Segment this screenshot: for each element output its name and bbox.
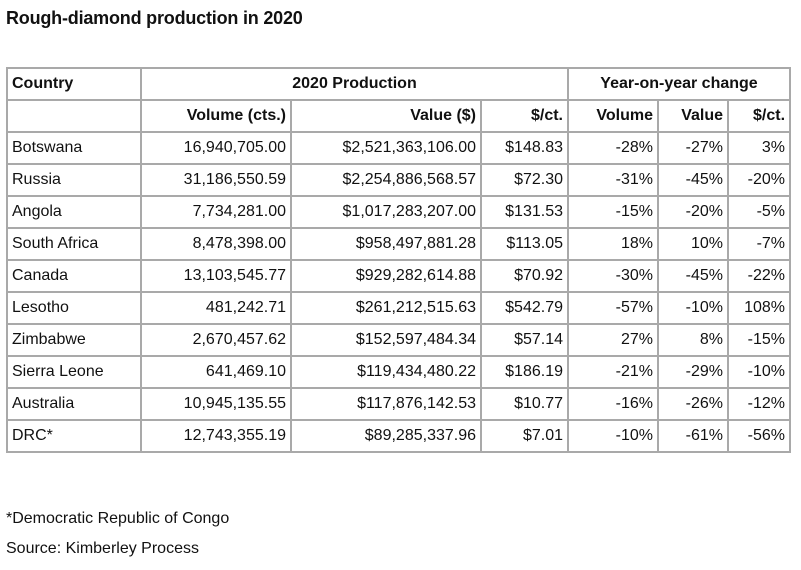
cell-change-volume: -16% — [567, 387, 659, 421]
cell-value: $929,282,614.88 — [290, 259, 482, 293]
cell-volume: 481,242.71 — [140, 291, 292, 325]
cell-volume: 13,103,545.77 — [140, 259, 292, 293]
cell-price-per-carat: $113.05 — [480, 227, 569, 261]
cell-change-price-per-carat: -56% — [726, 419, 792, 453]
table-row: Australia 10,945,135.55 $117,876,142.53 $10… — [6, 387, 792, 421]
cell-price-per-carat: $7.01 — [480, 419, 569, 453]
table-row: Russia 31,186,550.59 $2,254,886,568.57 $72.… — [6, 163, 792, 197]
cell-price-per-carat: $57.14 — [480, 323, 569, 357]
volume-cts-header: Volume (cts.) — [140, 99, 292, 133]
source-note: Source: Kimberley Process — [6, 540, 199, 557]
cell-change-volume: 27% — [567, 323, 659, 357]
cell-country: Botswana — [6, 131, 142, 165]
cell-price-per-carat: $131.53 — [480, 195, 569, 229]
production-table: Country 2020 Production Year-on-year cha… — [6, 67, 792, 453]
empty-header-cell — [6, 99, 142, 133]
change-volume-header: Volume — [567, 99, 659, 133]
cell-value: $2,521,363,106.00 — [290, 131, 482, 165]
cell-change-price-per-carat: -12% — [726, 387, 792, 421]
cell-value: $261,212,515.63 — [290, 291, 482, 325]
cell-value: $2,254,886,568.57 — [290, 163, 482, 197]
cell-price-per-carat: $186.19 — [480, 355, 569, 389]
cell-change-value: -20% — [657, 195, 729, 229]
cell-country: DRC* — [6, 419, 142, 453]
price-per-carat-header: $/ct. — [480, 99, 569, 133]
cell-change-value: -26% — [657, 387, 729, 421]
table-row: DRC* 12,743,355.19 $89,285,337.96 $7.01 -10%… — [6, 419, 792, 453]
cell-change-value: 8% — [657, 323, 729, 357]
cell-change-volume: -57% — [567, 291, 659, 325]
cell-change-value: -61% — [657, 419, 729, 453]
cell-change-volume: 18% — [567, 227, 659, 261]
page-title: Rough-diamond production in 2020 — [6, 8, 303, 28]
cell-price-per-carat: $70.92 — [480, 259, 569, 293]
change-group-header: Year-on-year change — [566, 67, 792, 101]
cell-volume: 8,478,398.00 — [140, 227, 292, 261]
cell-change-volume: -30% — [567, 259, 659, 293]
cell-change-volume: -15% — [567, 195, 659, 229]
table-row: Botswana 16,940,705.00 $2,521,363,106.00 $1… — [6, 131, 792, 165]
footnote: *Democratic Republic of Congo — [6, 510, 230, 527]
cell-country: South Africa — [6, 227, 142, 261]
change-price-per-carat-header: $/ct. — [726, 99, 792, 133]
production-group-header: 2020 Production — [140, 67, 569, 101]
cell-value: $89,285,337.96 — [290, 419, 482, 453]
cell-country: Zimbabwe — [6, 323, 142, 357]
cell-change-value: 10% — [657, 227, 729, 261]
change-value-header: Value — [657, 99, 729, 133]
cell-change-price-per-carat: -5% — [726, 195, 792, 229]
country-header: Country — [6, 67, 142, 101]
value-usd-header: Value ($) — [290, 99, 482, 133]
cell-change-volume: -28% — [567, 131, 659, 165]
cell-change-value: -10% — [657, 291, 729, 325]
cell-change-volume: -21% — [567, 355, 659, 389]
cell-country: Angola — [6, 195, 142, 229]
cell-country: Canada — [6, 259, 142, 293]
cell-price-per-carat: $542.79 — [480, 291, 569, 325]
cell-value: $119,434,480.22 — [290, 355, 482, 389]
cell-value: $117,876,142.53 — [290, 387, 482, 421]
cell-value: $1,017,283,207.00 — [290, 195, 482, 229]
cell-change-price-per-carat: -20% — [726, 163, 792, 197]
cell-change-price-per-carat: -22% — [726, 259, 792, 293]
cell-country: Russia — [6, 163, 142, 197]
table-row: Zimbabwe 2,670,457.62 $152,597,484.34 $57.1… — [6, 323, 792, 357]
cell-change-volume: -10% — [567, 419, 659, 453]
table-row: Lesotho 481,242.71 $261,212,515.63 $542.79-… — [6, 291, 792, 325]
cell-change-price-per-carat: -15% — [726, 323, 792, 357]
cell-change-price-per-carat: -7% — [726, 227, 792, 261]
cell-price-per-carat: $10.77 — [480, 387, 569, 421]
cell-value: $152,597,484.34 — [290, 323, 482, 357]
table-row: Sierra Leone 641,469.10 $119,434,480.22 $18… — [6, 355, 792, 389]
table-body: Botswana 16,940,705.00 $2,521,363,106.00 $1… — [6, 131, 792, 453]
cell-volume: 641,469.10 — [140, 355, 292, 389]
table-row: South Africa 8,478,398.00 $958,497,881.28 $… — [6, 227, 792, 261]
cell-volume: 2,670,457.62 — [140, 323, 292, 357]
cell-change-value: -45% — [657, 163, 729, 197]
cell-country: Australia — [6, 387, 142, 421]
header-row-group: Country 2020 Production Year-on-year cha… — [6, 67, 792, 101]
cell-change-volume: -31% — [567, 163, 659, 197]
table-row: Canada 13,103,545.77 $929,282,614.88 $70.92… — [6, 259, 792, 293]
cell-volume: 12,743,355.19 — [140, 419, 292, 453]
cell-change-price-per-carat: 3% — [726, 131, 792, 165]
cell-volume: 7,734,281.00 — [140, 195, 292, 229]
cell-country: Sierra Leone — [6, 355, 142, 389]
table-row: Angola 7,734,281.00 $1,017,283,207.00 $131.… — [6, 195, 792, 229]
cell-price-per-carat: $148.83 — [480, 131, 569, 165]
cell-volume: 10,945,135.55 — [140, 387, 292, 421]
cell-change-price-per-carat: -10% — [726, 355, 792, 389]
cell-change-price-per-carat: 108% — [726, 291, 792, 325]
cell-volume: 31,186,550.59 — [140, 163, 292, 197]
header-row-columns: Volume (cts.) Value ($) $/ct. Volume Val… — [6, 99, 792, 133]
notes: *Democratic Republic of Congo Source: Ki… — [6, 504, 229, 564]
cell-value: $958,497,881.28 — [290, 227, 482, 261]
cell-country: Lesotho — [6, 291, 142, 325]
cell-change-value: -27% — [657, 131, 729, 165]
cell-volume: 16,940,705.00 — [140, 131, 292, 165]
cell-change-value: -45% — [657, 259, 729, 293]
cell-change-value: -29% — [657, 355, 729, 389]
cell-price-per-carat: $72.30 — [480, 163, 569, 197]
